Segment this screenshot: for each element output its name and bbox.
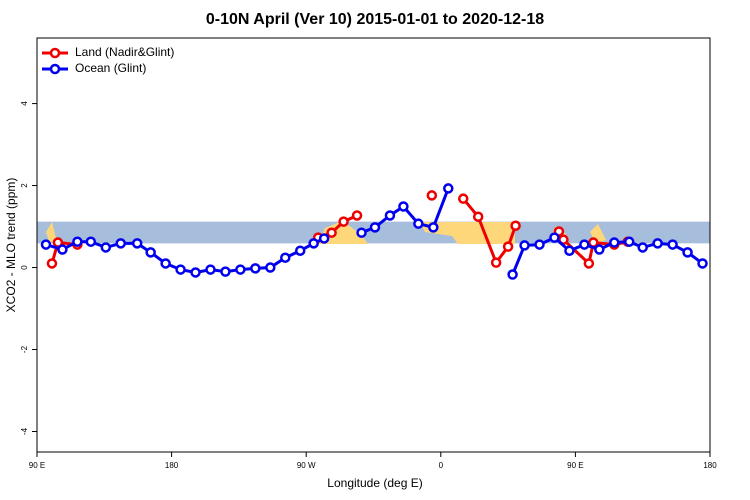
data-point <box>583 258 595 269</box>
data-point <box>160 258 171 269</box>
data-point <box>549 232 560 243</box>
legend-label: Land (Nadir&Glint) <box>75 45 174 59</box>
data-point <box>356 227 367 238</box>
data-point <box>175 264 186 275</box>
data-point <box>609 237 620 248</box>
data-point <box>443 183 454 194</box>
y-tick-label: 2 <box>20 183 29 188</box>
data-point <box>338 216 349 227</box>
data-point <box>490 257 502 268</box>
band <box>37 221 710 244</box>
data-point <box>369 222 381 233</box>
data-point <box>100 242 112 253</box>
data-point <box>40 239 52 250</box>
data-point <box>265 262 276 273</box>
data-point <box>510 220 521 231</box>
data-point <box>57 244 68 255</box>
data-point <box>579 239 590 250</box>
data-point <box>131 238 143 249</box>
data-point <box>507 269 518 280</box>
x-tick-label: 0 <box>439 461 444 470</box>
data-point <box>72 236 83 247</box>
data-point <box>250 263 261 274</box>
data-point <box>326 227 337 238</box>
data-point <box>318 233 330 244</box>
data-point <box>235 264 246 275</box>
data-point <box>472 211 484 222</box>
plot-layer <box>40 183 708 280</box>
data-point <box>667 239 678 250</box>
land <box>420 222 515 244</box>
data-point <box>502 241 514 252</box>
data-point <box>652 238 663 249</box>
data-point <box>115 238 127 249</box>
data-point <box>457 193 469 204</box>
x-tick-label: 180 <box>165 461 179 470</box>
data-point <box>190 267 201 278</box>
land <box>46 222 56 244</box>
legend-marker <box>49 63 61 75</box>
data-point <box>623 236 635 247</box>
data-point <box>534 239 545 250</box>
x-tick-label: 90 E <box>567 461 583 470</box>
plot-frame <box>36 37 711 453</box>
data-point <box>294 245 306 256</box>
data-point <box>85 236 97 247</box>
x-tick-label: 180 <box>703 461 717 470</box>
y-tick-label: -4 <box>20 427 29 435</box>
data-point <box>682 247 693 258</box>
data-point <box>46 258 58 269</box>
y-axis-label: XCO2 - MLO trend (ppm) <box>4 178 18 313</box>
chart-title: 0-10N April (Ver 10) 2015-01-01 to 2020-… <box>206 11 544 28</box>
y-tick-label: 0 <box>20 265 29 270</box>
data-point <box>384 210 396 221</box>
data-point <box>519 240 530 251</box>
data-point <box>594 244 605 255</box>
data-point <box>426 190 438 201</box>
y-tick-label: 4 <box>20 101 29 106</box>
data-point <box>697 258 708 269</box>
data-point <box>564 245 575 256</box>
x-tick-label: 90 W <box>297 461 316 470</box>
x-tick-label: 90 E <box>29 461 45 470</box>
legend-marker <box>49 47 61 59</box>
band-layer <box>37 221 710 244</box>
data-point <box>220 266 231 277</box>
y-tick-label: -2 <box>20 345 29 353</box>
data-point <box>205 264 216 275</box>
land <box>318 222 368 244</box>
x-axis-label: Longitude (deg E) <box>327 476 422 490</box>
data-point <box>413 218 424 229</box>
legend-label: Ocean (Glint) <box>75 61 146 75</box>
data-point <box>145 247 156 258</box>
data-point <box>351 210 363 221</box>
data-point <box>308 238 319 249</box>
data-point <box>52 237 64 248</box>
data-point <box>280 252 291 263</box>
data-point <box>428 222 439 233</box>
data-point <box>637 242 648 253</box>
data-point <box>398 201 409 212</box>
